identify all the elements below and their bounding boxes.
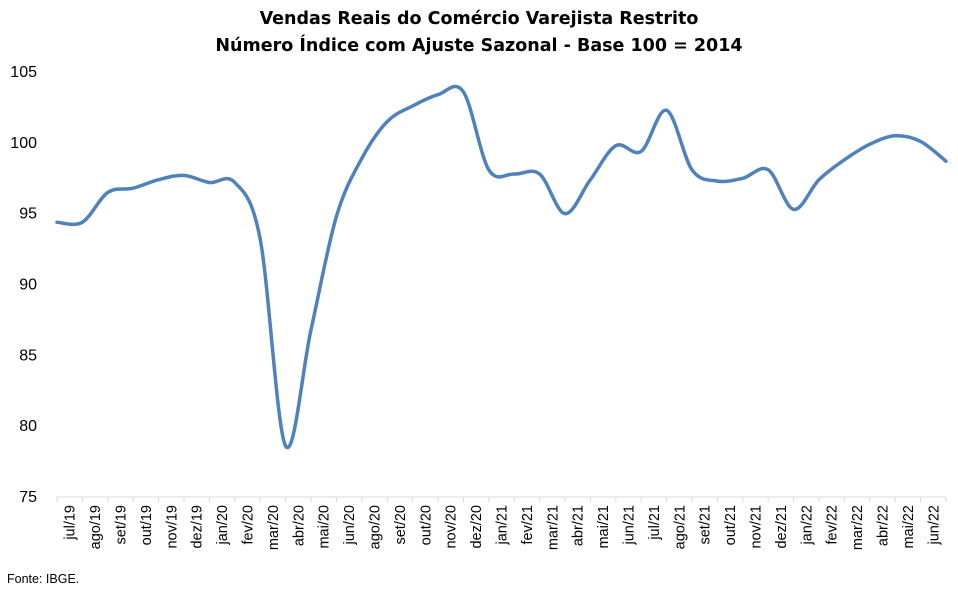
chart-subtitle: Número Índice com Ajuste Sazonal - Base …	[215, 36, 743, 56]
x-tick-label: fev/22	[825, 505, 841, 545]
x-tick-label: abr/21	[571, 505, 587, 546]
x-tick-label: jan/21	[495, 505, 511, 546]
x-tick-label: fev/20	[241, 505, 257, 545]
series-layer	[55, 84, 948, 450]
x-tick-label: dez/21	[774, 505, 790, 549]
x-tick-label: out/20	[418, 505, 434, 545]
x-tick-label: mai/20	[317, 505, 333, 549]
x-tick-label: jul/21	[647, 505, 663, 541]
x-tick-label: abr/20	[291, 505, 307, 546]
x-tick-label: dez/19	[190, 505, 206, 549]
x-tick-label: jun/20	[342, 505, 358, 546]
x-tick-label: mar/20	[266, 505, 282, 550]
y-tick-label: 85	[19, 347, 37, 364]
chart-title: Vendas Reais do Comércio Varejista Restr…	[259, 9, 699, 29]
x-tick-label: dez/20	[469, 505, 485, 549]
x-tick-label: mar/21	[545, 505, 561, 550]
source-note: Fonte: IBGE.	[7, 572, 80, 586]
x-tick-label: abr/22	[876, 505, 892, 546]
y-tick-label: 95	[19, 206, 37, 223]
x-tick-label: jun/21	[622, 505, 638, 546]
y-tick-label: 105	[10, 64, 37, 81]
x-tick-label: jan/22	[799, 505, 815, 546]
x-tick-label: nov/20	[444, 505, 460, 549]
y-tick-label: 75	[19, 489, 37, 506]
x-tick-label: set/20	[393, 505, 409, 545]
y-tick-label: 80	[19, 418, 37, 435]
x-tick-label: mai/21	[596, 505, 612, 549]
x-tick-label: set/19	[114, 505, 130, 545]
series-line	[55, 84, 948, 450]
x-tick-label: out/19	[139, 505, 155, 545]
x-tick-label: mar/22	[850, 505, 866, 550]
x-tick-label: nov/19	[164, 505, 180, 549]
x-tick-label: mai/22	[901, 505, 917, 549]
x-tick-label: fev/21	[520, 505, 536, 545]
x-tick-label: jun/22	[926, 505, 942, 546]
x-tick-label: jul/19	[63, 505, 79, 541]
x-tick-label: nov/21	[749, 505, 765, 549]
x-tick-label: jan/20	[215, 505, 231, 546]
y-tick-label: 100	[10, 135, 37, 152]
y-tick-label: 90	[19, 277, 37, 294]
x-tick-label: ago/21	[672, 505, 688, 549]
x-tick-label: out/21	[723, 505, 739, 545]
x-tick-label: ago/20	[368, 505, 384, 549]
chart-title-block: Vendas Reais do Comércio Varejista Restr…	[0, 6, 958, 60]
x-tick-label: set/21	[698, 505, 714, 545]
y-axis: 75 80 85 90 95 100 105	[10, 64, 37, 506]
x-axis: jul/19 ago/19 set/19 out/19 nov/19 dez/19 jan/…	[56, 496, 947, 550]
x-tick-label: ago/19	[88, 505, 104, 549]
